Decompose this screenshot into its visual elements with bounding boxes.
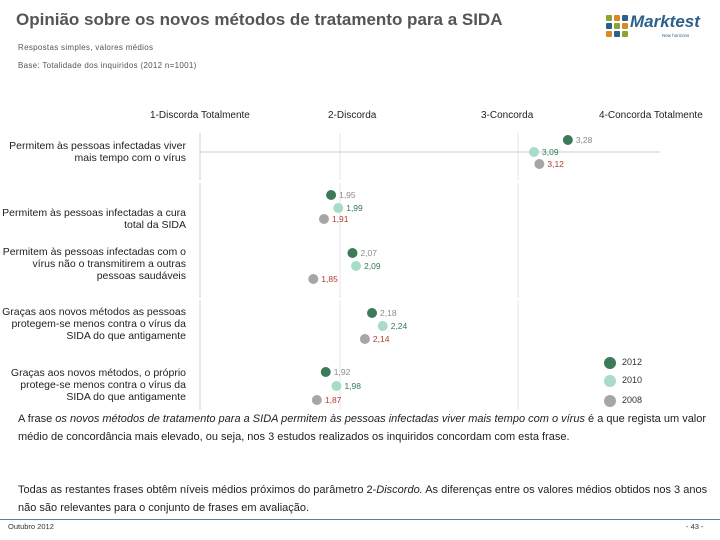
dot-2012-row-2 [326,190,337,200]
note-paragraph-1: A frase os novos métodos de tratamento p… [18,413,707,443]
value-label-2008-row-2: 1,91 [332,214,349,224]
value-label-2012-row-2: 1,95 [339,190,356,200]
logo-wordmark: Marktest [630,12,700,31]
dot-2010-row-1 [529,147,540,157]
row-label-2: Permitem às pessoas infectadas a cura to… [2,207,186,231]
value-label-2010-row-5: 1,98 [344,381,361,391]
row-label-4: Graças aos novos métodos as pessoas prot… [2,306,186,342]
legend-2010-label: 2010 [622,375,643,385]
footer-divider [0,519,720,520]
dot-2012-row-1 [562,135,573,145]
value-label-2010-row-4: 2,24 [391,321,408,331]
value-label-2010-row-2: 1,99 [346,203,363,213]
legend-2010-dot [604,375,616,387]
value-label-2008-row-5: 1,87 [325,395,342,405]
scale-label-4: 4-Concorda Totalmente [599,110,703,121]
marktest-logo: Marktest New horizons [606,12,706,42]
dot-2010-row-5 [331,381,342,391]
dot-2008-row-1 [534,159,545,169]
value-label-2012-row-1: 3,28 [576,135,593,145]
value-label-2008-row-3: 1,85 [321,274,338,284]
subtitle-responses: Respostas simples, valores médios [18,43,154,52]
dot-2008-row-2 [318,214,329,224]
scale-label-1: 1-Discorda Totalmente [150,110,250,121]
row-label-3: Permitem às pessoas infectadas com o vír… [2,246,186,282]
value-label-2010-row-3: 2,09 [364,261,381,271]
legend-2012-label: 2012 [622,357,643,367]
value-label-2012-row-4: 2,18 [380,308,397,318]
footer-date: Outubro 2012 [8,522,54,531]
dot-2010-row-4 [377,321,388,331]
value-label-2012-row-5: 1,92 [334,367,351,377]
dot-plot-chart: 3,28 1,95 2,07 2,18 1,92 3,09 1,99 2,09 2,24 1,98… [199,133,660,410]
dot-2010-row-3 [351,261,362,271]
dot-2008-row-5 [311,395,322,405]
value-label-2008-row-1: 3,12 [547,159,564,169]
legend-2012-dot [604,357,616,369]
scale-label-3: 3-Concorda [481,110,534,121]
footer-page-number: - 43 - [686,522,704,531]
dot-2012-row-4 [367,308,378,318]
subtitle-base: Base: Totalidade dos inquiridos (2012 n=… [18,61,197,70]
dot-2008-row-3 [308,274,319,284]
value-label-2008-row-4: 2,14 [373,334,390,344]
value-label-2010-row-1: 3,09 [542,147,559,157]
logo-grid-icon [606,15,628,37]
dot-2012-row-5 [320,367,331,377]
scale-label-2: 2-Discorda [328,110,377,121]
legend-2008-label: 2008 [622,395,643,405]
row-label-5: Graças aos novos métodos, o próprio prot… [10,367,186,403]
dot-2010-row-2 [333,203,344,213]
page-title: Opinião sobre os novos métodos de tratam… [16,10,503,29]
row-label-1: Permitem às pessoas infectadas viver mai… [9,140,186,164]
dot-2012-row-3 [347,248,358,258]
value-label-2012-row-3: 2,07 [360,248,377,258]
legend-2008-dot [604,395,616,407]
dot-2008-row-4 [359,334,370,344]
logo-tagline: New horizons [662,33,690,38]
note-paragraph-2: Todas as restantes frases obtêm níveis m… [18,484,708,514]
